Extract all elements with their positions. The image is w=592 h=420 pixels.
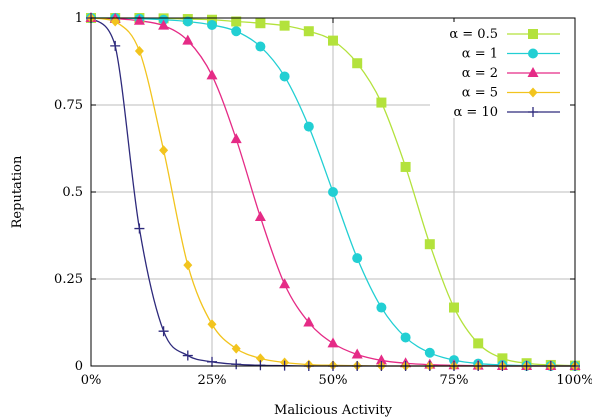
legend-marker bbox=[527, 67, 539, 77]
data-point bbox=[303, 316, 315, 327]
legend-marker bbox=[528, 107, 538, 117]
data-point bbox=[110, 40, 121, 51]
data-point bbox=[133, 14, 145, 25]
data-point bbox=[279, 278, 291, 289]
data-point bbox=[206, 69, 218, 80]
data-point bbox=[134, 223, 145, 234]
legend: α = 0.5 α = 1 α = 2 α = 5 α = 10 bbox=[430, 22, 570, 120]
data-point bbox=[375, 354, 387, 365]
data-point bbox=[497, 353, 508, 364]
data-point bbox=[303, 121, 314, 132]
x-tick-label: 75% bbox=[440, 373, 469, 388]
data-point bbox=[303, 26, 314, 37]
legend-marker bbox=[528, 48, 538, 59]
data-point bbox=[231, 16, 242, 27]
data-point bbox=[255, 360, 266, 371]
data-point bbox=[328, 35, 338, 46]
x-tick-label: 25% bbox=[198, 373, 227, 388]
data-point bbox=[255, 41, 266, 52]
data-point bbox=[352, 58, 363, 69]
legend-marker bbox=[528, 87, 538, 98]
data-point bbox=[231, 343, 241, 354]
data-point bbox=[182, 34, 194, 45]
data-point bbox=[231, 26, 242, 37]
y-tick-label: 0.75 bbox=[54, 98, 83, 113]
data-point bbox=[376, 97, 387, 108]
data-point bbox=[182, 350, 193, 361]
data-point bbox=[182, 16, 193, 27]
data-point bbox=[400, 161, 411, 172]
legend-label: α = 5 bbox=[462, 86, 498, 101]
data-point bbox=[351, 348, 363, 359]
plot-frame bbox=[90, 17, 576, 367]
data-point bbox=[159, 145, 169, 156]
x-axis-label: Malicious Activity bbox=[274, 403, 393, 418]
data-point bbox=[231, 359, 242, 370]
y-tick-label: 0.25 bbox=[54, 272, 83, 287]
data-point bbox=[327, 337, 339, 348]
data-point bbox=[473, 338, 484, 349]
y-tick-label: 1 bbox=[75, 11, 83, 26]
data-point bbox=[183, 260, 193, 271]
tick-labels: 0% 25% 50% 75% 100% 0 0.25 0.5 0.75 1 bbox=[54, 11, 592, 388]
data-point bbox=[207, 14, 217, 25]
data-point bbox=[376, 302, 387, 313]
legend-label: α = 10 bbox=[454, 105, 498, 120]
x-tick-label: 50% bbox=[319, 373, 348, 388]
legend-label: α = 1 bbox=[462, 47, 498, 62]
data-point bbox=[255, 353, 265, 364]
y-tick-label: 0.5 bbox=[62, 185, 83, 200]
data-point bbox=[158, 19, 170, 30]
data-point bbox=[158, 326, 169, 337]
data-point bbox=[328, 187, 338, 197]
data-point bbox=[207, 356, 217, 367]
data-point bbox=[207, 319, 217, 330]
legend-label: α = 0.5 bbox=[449, 27, 498, 42]
data-point bbox=[110, 16, 120, 27]
data-point bbox=[254, 211, 266, 222]
data-point bbox=[352, 253, 363, 264]
legend-background bbox=[430, 22, 570, 118]
data-point bbox=[279, 71, 290, 82]
y-axis-label: Reputation bbox=[10, 155, 25, 228]
x-tick-label: 100% bbox=[556, 373, 592, 388]
data-point bbox=[424, 239, 435, 250]
data-point bbox=[400, 332, 411, 343]
y-tick-label: 0 bbox=[75, 359, 83, 374]
legend-marker bbox=[528, 29, 538, 39]
legend-label: α = 2 bbox=[462, 66, 498, 81]
data-point bbox=[134, 46, 144, 57]
data-point bbox=[424, 347, 435, 358]
data-point bbox=[230, 133, 242, 144]
data-point bbox=[255, 18, 266, 29]
data-point bbox=[207, 19, 217, 30]
x-tick-label: 0% bbox=[81, 373, 102, 388]
data-point bbox=[279, 20, 290, 31]
data-point bbox=[449, 302, 459, 313]
